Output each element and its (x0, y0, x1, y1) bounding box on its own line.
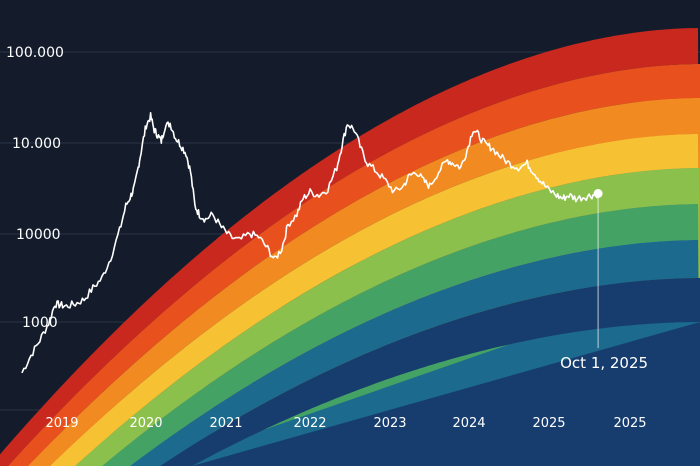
price-line (21, 112, 599, 374)
annotation-marker (593, 189, 603, 198)
x-tick-label: 2023 (373, 416, 406, 431)
x-tick-label: 2019 (45, 416, 78, 431)
y-tick-label: 1000 (22, 315, 58, 331)
y-tick-labels: 100.000 10.000 10000 1000 (6, 45, 64, 331)
x-tick-label: 2020 (129, 416, 162, 431)
rainbow-bands (0, 28, 700, 466)
x-tick-label: 2025 (532, 416, 565, 431)
y-tick-label: 100.000 (6, 45, 64, 61)
x-tick-label: 2024 (452, 416, 485, 431)
x-tick-label: 2025 (613, 416, 646, 431)
y-tick-label: 10.000 (12, 136, 61, 152)
y-tick-label: 10000 (16, 227, 61, 243)
x-tick-label: 2021 (209, 416, 242, 431)
x-tick-labels: 2019 2020 2021 2022 2023 2024 2025 2025 (45, 416, 646, 431)
annotation-label: Oct 1, 2025 (560, 354, 648, 372)
x-tick-label: 2022 (293, 416, 326, 431)
rainbow-band (160, 278, 700, 466)
